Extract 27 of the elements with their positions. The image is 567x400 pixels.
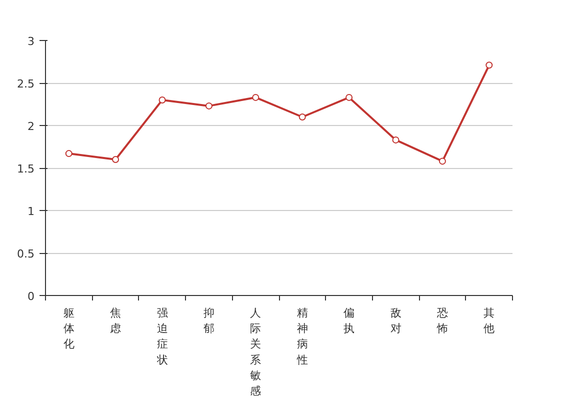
point — [65, 150, 72, 158]
point — [486, 62, 493, 69]
point — [205, 102, 212, 110]
point — [392, 136, 400, 144]
y-tick-label: 0.5 — [17, 248, 35, 260]
y-tick-label: 2.5 — [17, 78, 35, 90]
x-tick-label: 其他 — [484, 306, 495, 336]
y-tick-label: 3 — [28, 35, 34, 48]
x-tick-label: 强迫症状 — [156, 306, 168, 366]
x-tick-label: 焦虑 — [110, 306, 122, 336]
y-tick-label: 1 — [28, 205, 34, 218]
y-tick-label: 1.5 — [17, 162, 35, 176]
y-tick-label: 2 — [28, 120, 34, 133]
point — [252, 94, 260, 101]
x-tick-label: 人际关系敏感 — [250, 306, 262, 398]
point — [298, 114, 306, 120]
point — [112, 156, 120, 163]
x-tick-label: 恐怖 — [436, 306, 448, 336]
x-tick-label: 精神病性 — [296, 306, 308, 366]
x-tick-label: 敌对 — [390, 306, 402, 336]
y-tick-label: 0 — [28, 290, 34, 303]
x-tick-label: 抑郁 — [203, 306, 214, 336]
x-tick-label: 偏执 — [344, 306, 355, 336]
x-tick-label: 躯体化 — [63, 306, 74, 351]
point — [438, 158, 446, 165]
point — [346, 94, 353, 101]
point — [158, 96, 166, 104]
